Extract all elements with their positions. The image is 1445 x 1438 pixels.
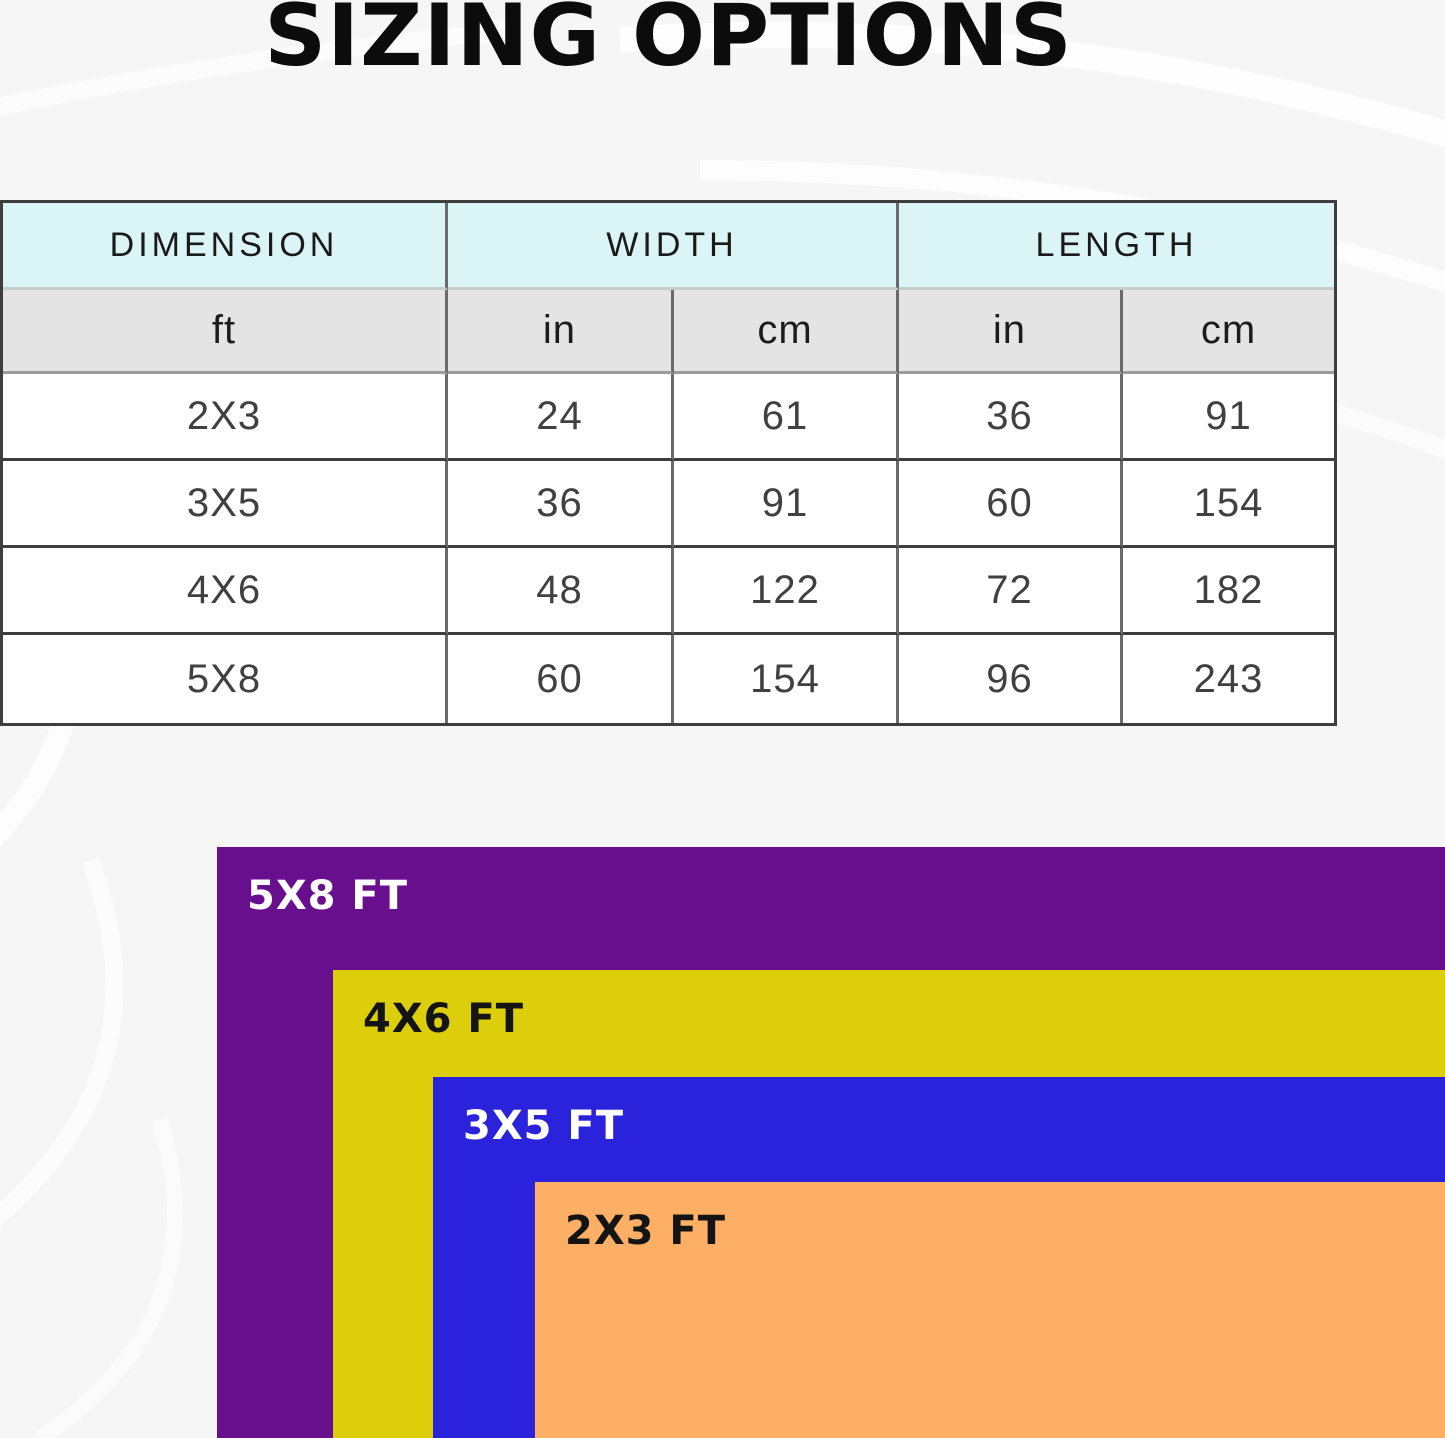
cell-width-in: 60 xyxy=(448,635,674,723)
size-rect-label-2x3: 2X3 FT xyxy=(565,1208,727,1254)
size-rect-label-3x5: 3X5 FT xyxy=(463,1103,625,1149)
cell-length-in: 60 xyxy=(899,461,1123,548)
cell-dimension: 2X3 xyxy=(3,374,448,461)
cell-length-cm: 182 xyxy=(1123,548,1334,635)
header-cell-dimension: DIMENSION xyxy=(3,203,448,290)
unit-cell-length-cm: cm xyxy=(1123,290,1334,374)
sizing-table: DIMENSION WIDTH LENGTH ft in cm in cm 2X… xyxy=(0,200,1337,726)
size-rect-label-5x8: 5X8 FT xyxy=(247,873,409,919)
page-title: SIZING OPTIONS xyxy=(264,0,1073,86)
cell-length-in: 72 xyxy=(899,548,1123,635)
cell-length-cm: 243 xyxy=(1123,635,1334,723)
cell-width-in: 24 xyxy=(448,374,674,461)
cell-dimension: 5X8 xyxy=(3,635,448,723)
cell-width-cm: 61 xyxy=(674,374,899,461)
header-cell-length: LENGTH xyxy=(899,203,1334,290)
cell-length-cm: 154 xyxy=(1123,461,1334,548)
size-rect-2x3: 2X3 FT xyxy=(535,1182,1445,1438)
cell-length-in: 36 xyxy=(899,374,1123,461)
cell-length-cm: 91 xyxy=(1123,374,1334,461)
cell-width-in: 36 xyxy=(448,461,674,548)
cell-dimension: 4X6 xyxy=(3,548,448,635)
unit-cell-length-in: in xyxy=(899,290,1123,374)
cell-length-in: 96 xyxy=(899,635,1123,723)
cell-width-cm: 122 xyxy=(674,548,899,635)
cell-width-in: 48 xyxy=(448,548,674,635)
size-rect-label-4x6: 4X6 FT xyxy=(363,996,525,1042)
unit-cell-width-in: in xyxy=(448,290,674,374)
cell-width-cm: 154 xyxy=(674,635,899,723)
unit-cell-width-cm: cm xyxy=(674,290,899,374)
cell-dimension: 3X5 xyxy=(3,461,448,548)
cell-width-cm: 91 xyxy=(674,461,899,548)
header-cell-width: WIDTH xyxy=(448,203,899,290)
unit-cell-ft: ft xyxy=(3,290,448,374)
